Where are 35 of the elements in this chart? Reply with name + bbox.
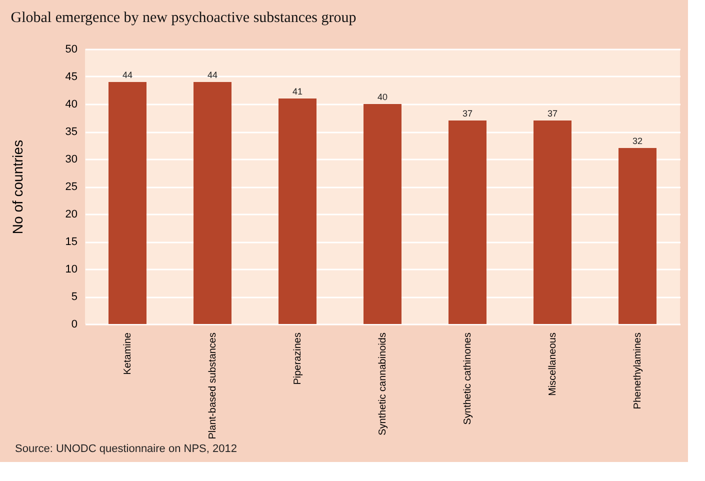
chart-title: Global emergence by new psychoactive substances group — [10, 10, 356, 26]
x-tick-label: Phenethylamines — [632, 332, 644, 410]
bar — [278, 98, 316, 324]
bar — [194, 82, 232, 324]
x-tick-label: Miscellaneous — [548, 332, 558, 396]
x-tick-label: Plant-based substances — [208, 332, 218, 440]
y-tick-label: 35 — [65, 126, 78, 138]
data-label: 37 — [462, 108, 473, 118]
y-tick-label: 0 — [71, 318, 78, 330]
data-label: 37 — [547, 108, 558, 118]
y-tick-label: 15 — [65, 236, 78, 248]
y-tick-label: 30 — [65, 154, 78, 166]
y-tick-label: 50 — [65, 44, 78, 56]
x-tick-label: Synthetic cannabinoids — [378, 332, 388, 436]
data-label: 40 — [377, 92, 388, 102]
bar — [364, 104, 402, 324]
y-tick-label: 40 — [65, 98, 78, 110]
y-tick-label: 25 — [65, 181, 78, 193]
y-axis-title: No of countries — [9, 140, 26, 234]
data-label: 41 — [292, 86, 303, 96]
x-tick-label: Piperazines — [292, 332, 304, 385]
bar — [534, 120, 572, 324]
source-note: Source: UNODC questionnaire on NPS, 2012 — [15, 443, 237, 455]
bar — [448, 120, 486, 324]
x-tick-label: Synthetic cathinones — [462, 332, 474, 425]
data-label: 32 — [632, 136, 643, 146]
bar — [618, 148, 656, 324]
data-label: 44 — [122, 70, 133, 80]
y-tick-label: 10 — [65, 264, 78, 276]
x-tick-label: Ketamine — [122, 332, 134, 375]
y-tick-label: 20 — [65, 208, 78, 220]
y-tick-label: 5 — [71, 291, 78, 303]
data-label: 44 — [207, 70, 218, 80]
bar — [108, 82, 146, 324]
y-tick-label: 45 — [65, 71, 78, 83]
